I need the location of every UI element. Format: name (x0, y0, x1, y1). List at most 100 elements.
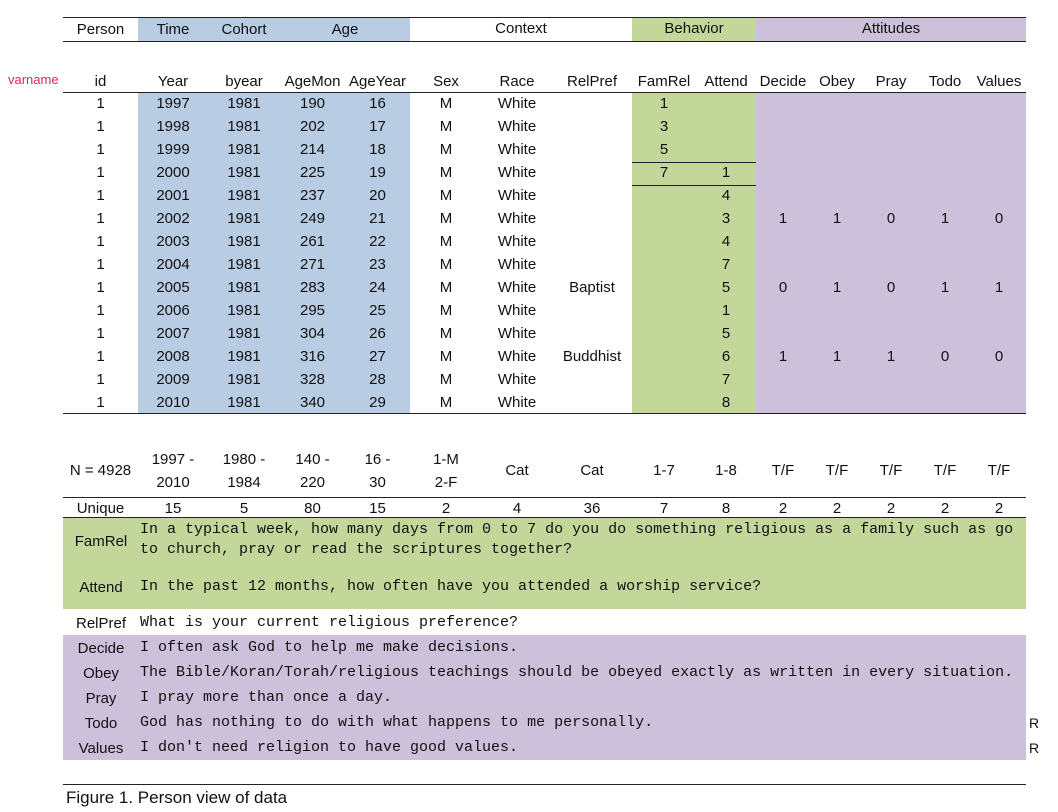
cell-byear: 1981 (227, 164, 261, 181)
range-year-line1: 1997 - (151, 451, 195, 468)
cell-id: 1 (96, 256, 105, 273)
cell-race: White (497, 279, 537, 296)
cell-year: 1997 (156, 95, 190, 112)
unique-attend: 8 (721, 500, 731, 517)
cell-sex: M (439, 325, 453, 342)
cell-agemon: 261 (299, 233, 326, 250)
unique-relpref: 36 (583, 500, 601, 517)
cell-ageyear: 18 (369, 141, 386, 158)
cell-id: 1 (96, 118, 105, 135)
cell-ageyear: 29 (369, 394, 386, 411)
group-attitudes: Attitudes (861, 20, 921, 37)
col-header-agemon: AgeMon (284, 73, 341, 90)
cell-agemon: 304 (299, 325, 326, 342)
col-header-decide: Decide (759, 73, 807, 90)
cell-sex: M (439, 279, 453, 296)
cell-year: 2000 (156, 164, 190, 181)
cell-race: White (497, 118, 537, 135)
cell-attend: 8 (721, 394, 731, 411)
cell-sex: M (439, 118, 453, 135)
group-person: Person (76, 21, 125, 38)
cell-ageyear: 22 (369, 233, 386, 250)
cell-sex: M (439, 187, 453, 204)
cell-id: 1 (96, 279, 105, 296)
range-obey: T/F (825, 462, 849, 479)
cell-relpref: Buddhist (562, 348, 622, 365)
rule-attend-start (632, 185, 756, 186)
cell-obey: 1 (832, 348, 842, 365)
cell-id: 1 (96, 164, 105, 181)
attitudes-column-bg (756, 93, 1026, 413)
cell-pray: 0 (886, 279, 896, 296)
unique-todo: 2 (940, 500, 950, 517)
cell-race: White (497, 325, 537, 342)
cell-ageyear: 21 (369, 210, 386, 227)
range-todo: T/F (933, 462, 957, 479)
time-column-bg (138, 93, 410, 413)
question-text-attend: In the past 12 months, how often have yo… (140, 578, 762, 595)
cell-sex: M (439, 141, 453, 158)
cell-values: 1 (994, 279, 1004, 296)
cell-byear: 1981 (227, 210, 261, 227)
cell-attend: 1 (721, 302, 731, 319)
cell-ageyear: 26 (369, 325, 386, 342)
cell-id: 1 (96, 394, 105, 411)
range-decide: T/F (771, 462, 795, 479)
rule-caption-top (63, 784, 1026, 785)
rule-summary-bottom (63, 497, 1026, 498)
cell-ageyear: 24 (369, 279, 386, 296)
cell-sex: M (439, 95, 453, 112)
cell-race: White (497, 95, 537, 112)
cell-year: 2005 (156, 279, 190, 296)
rule-table-bottom (63, 413, 1026, 414)
cell-ageyear: 25 (369, 302, 386, 319)
cell-year: 2007 (156, 325, 190, 342)
cell-ageyear: 28 (369, 371, 386, 388)
cell-relpref: Baptist (569, 279, 615, 296)
range-pray: T/F (879, 462, 903, 479)
cell-id: 1 (96, 233, 105, 250)
cell-race: White (497, 302, 537, 319)
cell-year: 2008 (156, 348, 190, 365)
question-text-decide: I often ask God to help me make decision… (140, 639, 519, 656)
cell-year: 1999 (156, 141, 190, 158)
cell-race: White (497, 164, 537, 181)
cell-famrel: 1 (659, 95, 669, 112)
cell-todo: 1 (940, 210, 950, 227)
behavior-questions-bg (63, 517, 1026, 609)
cell-agemon: 271 (299, 256, 326, 273)
cell-byear: 1981 (227, 187, 261, 204)
range-byear-line1: 1980 - (222, 451, 266, 468)
rule-header-bottom (63, 92, 1026, 93)
reverse-flag-todo: R (1029, 715, 1040, 731)
unique-decide: 2 (778, 500, 788, 517)
unique-pray: 2 (886, 500, 896, 517)
cell-race: White (497, 348, 537, 365)
cell-values: 0 (994, 210, 1004, 227)
question-var-relpref: RelPref (75, 615, 127, 632)
cell-todo: 0 (940, 348, 950, 365)
cell-byear: 1981 (227, 325, 261, 342)
question-text-values: I don't need religion to have good value… (140, 739, 519, 756)
group-behavior: Behavior (664, 20, 724, 37)
question-var-attend: Attend (79, 579, 123, 596)
cell-decide: 1 (778, 210, 788, 227)
group-age: Age (331, 21, 359, 38)
cell-agemon: 316 (299, 348, 326, 365)
col-header-attend: Attend (704, 73, 748, 90)
cell-famrel: 5 (659, 141, 669, 158)
cell-pray: 1 (886, 348, 896, 365)
col-header-year: Year (157, 73, 189, 90)
cell-attend: 5 (721, 325, 731, 342)
cell-agemon: 202 (299, 118, 326, 135)
cell-agemon: 328 (299, 371, 326, 388)
cell-year: 2002 (156, 210, 190, 227)
cell-attend: 4 (721, 187, 731, 204)
group-cohort: Cohort (221, 21, 267, 38)
figure-caption: Figure 1. Person view of data (66, 788, 288, 807)
cell-byear: 1981 (227, 302, 261, 319)
cell-agemon: 237 (299, 187, 326, 204)
cell-sex: M (439, 256, 453, 273)
cell-sex: M (439, 371, 453, 388)
rule-famrel-end (632, 162, 756, 163)
